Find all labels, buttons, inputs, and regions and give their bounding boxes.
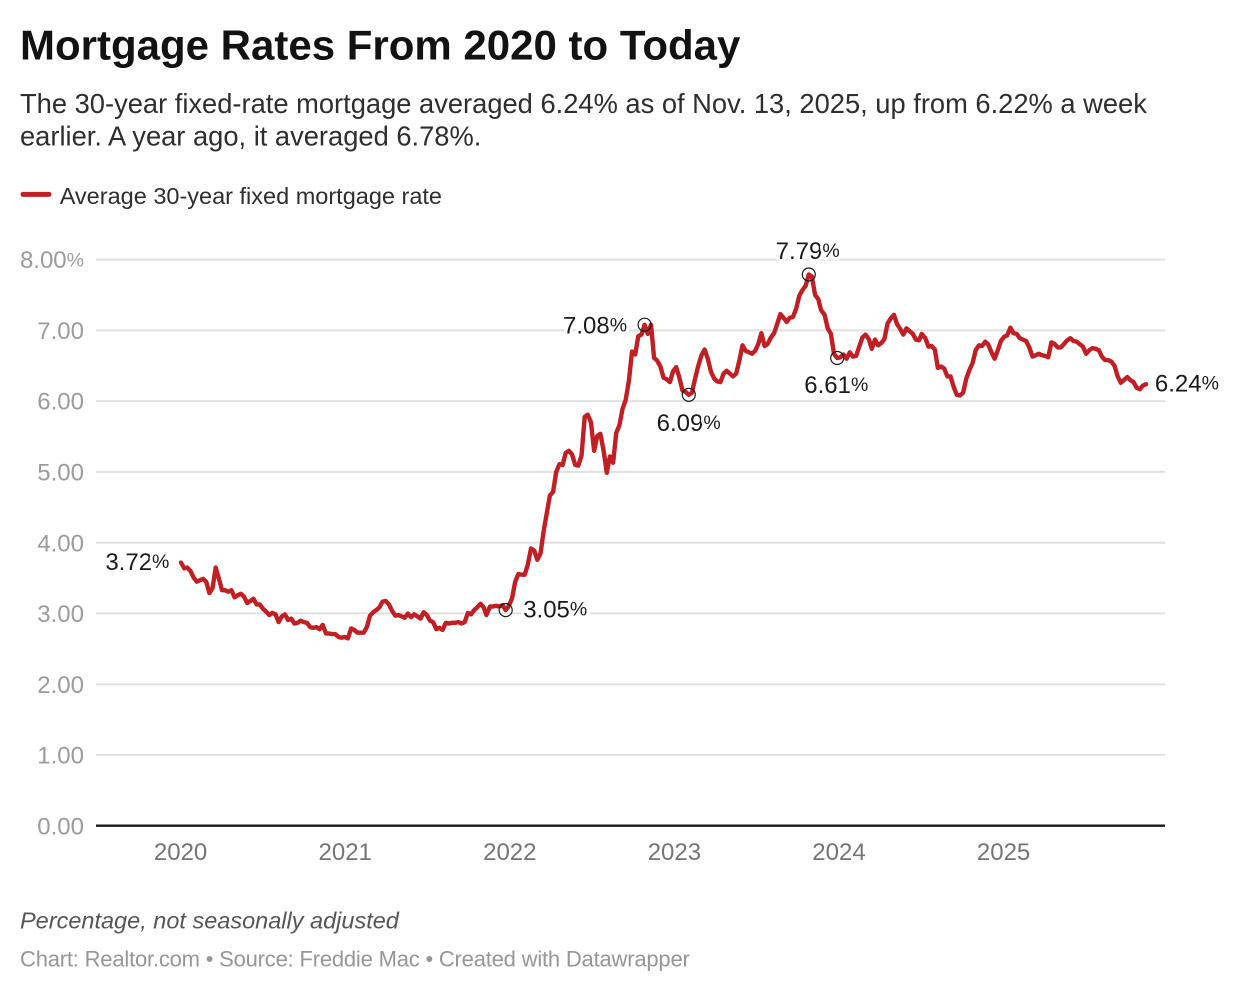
- svg-text:3.05%: 3.05%: [523, 596, 587, 623]
- svg-text:7.00: 7.00: [37, 318, 84, 345]
- svg-text:6.24%: 6.24%: [1155, 371, 1219, 398]
- svg-text:Percentage, not seasonally adj: Percentage, not seasonally adjusted: [20, 908, 400, 934]
- svg-text:earlier. A year ago, it averag: earlier. A year ago, it averaged 6.78%.: [20, 121, 481, 152]
- svg-text:0.00: 0.00: [37, 813, 84, 840]
- svg-text:6.61%: 6.61%: [804, 372, 868, 399]
- svg-text:7.79%: 7.79%: [776, 238, 840, 265]
- svg-text:3.72%: 3.72%: [105, 549, 169, 576]
- svg-text:2023: 2023: [648, 839, 701, 866]
- svg-text:5.00: 5.00: [37, 460, 84, 487]
- svg-text:2020: 2020: [154, 839, 207, 866]
- svg-text:2.00: 2.00: [37, 672, 84, 699]
- svg-text:The 30-year fixed-rate mortgag: The 30-year fixed-rate mortgage averaged…: [20, 88, 1147, 119]
- svg-text:4.00: 4.00: [37, 530, 84, 557]
- svg-text:2025: 2025: [977, 839, 1030, 866]
- svg-text:1.00: 1.00: [37, 743, 84, 770]
- svg-text:6.00: 6.00: [37, 389, 84, 416]
- svg-text:7.08%: 7.08%: [563, 312, 627, 339]
- svg-text:3.00: 3.00: [37, 601, 84, 628]
- svg-text:6.09%: 6.09%: [657, 410, 721, 437]
- svg-text:Mortgage Rates From 2020 to To: Mortgage Rates From 2020 to Today: [20, 22, 741, 69]
- svg-text:8.00%: 8.00%: [20, 247, 84, 274]
- svg-text:2022: 2022: [483, 839, 536, 866]
- svg-text:Average 30-year fixed mortgage: Average 30-year fixed mortgage rate: [60, 183, 442, 209]
- svg-text:2021: 2021: [319, 839, 372, 866]
- svg-text:Chart: Realtor.com • Source: F: Chart: Realtor.com • Source: Freddie Mac…: [20, 947, 690, 972]
- svg-text:2024: 2024: [812, 839, 865, 866]
